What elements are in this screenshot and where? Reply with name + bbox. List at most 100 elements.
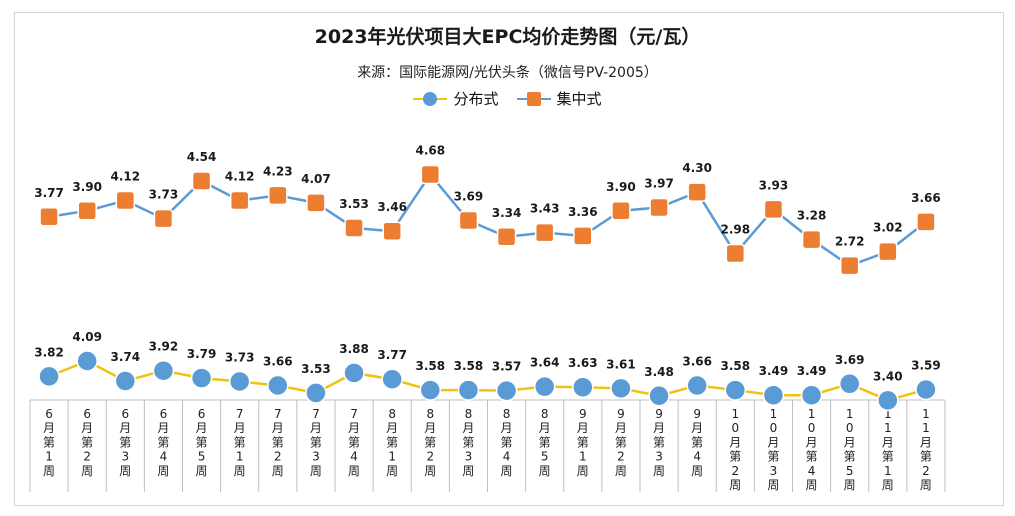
data-label-centralized: 3.69 [454, 190, 484, 204]
data-point-distributed [457, 379, 480, 401]
data-label-centralized: 3.93 [759, 178, 789, 192]
legend-item-centralized: 集中式 [516, 88, 602, 109]
data-label-centralized: 2.72 [835, 235, 865, 249]
x-tick-label: 8 月第 1 周 [386, 407, 398, 478]
data-label-distributed: 3.48 [644, 365, 674, 379]
circle-marker-icon [423, 91, 438, 106]
data-label-distributed: 3.53 [301, 362, 331, 376]
data-label-centralized: 3.36 [568, 205, 598, 219]
data-point-centralized [458, 210, 479, 231]
x-tick-label: 8 月第 3 周 [462, 407, 474, 478]
x-tick-label: 6 月第 1 周 [43, 407, 55, 478]
data-point-centralized [344, 218, 364, 238]
data-point-distributed [800, 384, 823, 406]
data-label-centralized: 3.02 [873, 221, 903, 235]
data-label-centralized: 4.12 [225, 170, 255, 184]
series-line-centralized [48, 172, 927, 268]
data-point-distributed [724, 379, 747, 401]
data-label-distributed: 3.82 [34, 345, 64, 359]
data-label-distributed: 3.66 [263, 355, 293, 369]
data-point-distributed [610, 377, 632, 400]
data-label-centralized: 3.90 [72, 180, 102, 194]
data-point-distributed [915, 378, 937, 401]
x-tick-label: 9 月第 2 周 [615, 407, 627, 478]
data-label-distributed: 3.88 [339, 342, 369, 356]
x-tick-label: 1 1 月第 1 周 [882, 407, 894, 492]
data-point-distributed [877, 389, 899, 412]
data-label-centralized: 3.66 [911, 191, 941, 205]
data-label-distributed: 3.63 [568, 356, 598, 370]
data-label-distributed: 3.74 [111, 350, 141, 364]
legend-label-distributed: 分布式 [453, 90, 499, 108]
data-label-centralized: 3.73 [149, 188, 179, 202]
data-point-centralized [763, 199, 784, 220]
data-point-centralized [268, 185, 288, 206]
data-point-centralized [573, 226, 593, 246]
data-label-distributed: 3.59 [911, 359, 941, 373]
data-point-distributed [381, 368, 403, 390]
data-label-centralized: 3.77 [34, 186, 64, 200]
data-label-distributed: 3.49 [797, 364, 827, 378]
x-tick-label: 6 月第 2 周 [81, 407, 93, 478]
data-point-centralized [878, 241, 898, 262]
data-point-centralized [191, 171, 212, 191]
data-point-centralized [420, 164, 441, 185]
x-tick-label: 1 1 月第 2 周 [920, 407, 932, 492]
data-label-distributed: 3.69 [835, 353, 865, 367]
data-point-distributed [76, 350, 98, 372]
data-label-centralized: 3.90 [606, 180, 636, 194]
chart-subtitle: 来源：国际能源网/光伏头条（微信号PV-2005） [357, 65, 658, 81]
data-point-distributed [838, 373, 861, 395]
data-label-distributed: 3.58 [416, 359, 446, 373]
chart-title: 2023年光伏项目大EPC均价走势图（元/瓦） [314, 26, 701, 48]
legend: 分布式 集中式 [0, 88, 1015, 109]
data-label-centralized: 4.68 [416, 143, 446, 157]
data-point-distributed [533, 375, 556, 398]
data-point-centralized [839, 255, 860, 276]
data-label-centralized: 3.34 [492, 206, 522, 220]
data-label-centralized: 3.53 [339, 197, 369, 211]
data-point-distributed [648, 385, 670, 407]
data-point-centralized [534, 222, 555, 243]
data-point-distributed [190, 367, 213, 389]
data-point-centralized [649, 197, 669, 218]
square-marker-icon [526, 91, 541, 106]
data-point-centralized [496, 227, 517, 247]
legend-item-distributed: 分布式 [413, 88, 499, 109]
data-label-centralized: 3.43 [530, 202, 560, 216]
data-label-distributed: 3.49 [759, 364, 789, 378]
data-label-centralized: 3.97 [644, 177, 674, 191]
data-point-distributed [343, 362, 365, 384]
data-label-centralized: 4.07 [301, 172, 331, 186]
legend-line-distributed [413, 91, 448, 107]
data-label-distributed: 3.58 [721, 359, 751, 373]
x-tick-label: 6 月第 4 周 [157, 407, 169, 478]
x-tick-label: 7 月第 1 周 [234, 407, 246, 478]
data-label-centralized: 4.23 [263, 164, 293, 178]
data-label-distributed: 3.77 [377, 348, 407, 362]
x-tick-label: 8 月第 4 周 [501, 407, 513, 478]
x-tick-label: 6 月第 3 周 [119, 407, 131, 478]
x-tick-label: 7 月第 3 周 [310, 407, 322, 478]
data-point-distributed [686, 374, 708, 397]
data-point-centralized [916, 212, 936, 232]
data-label-distributed: 4.09 [72, 330, 102, 344]
data-point-centralized [229, 190, 250, 211]
data-point-centralized [611, 201, 631, 221]
data-point-distributed [419, 379, 442, 401]
x-tick-label: 1 0 月第 4 周 [806, 407, 818, 492]
x-tick-label: 7 月第 4 周 [348, 407, 360, 478]
x-tick-label: 6 月第 5 周 [196, 407, 208, 478]
data-point-centralized [153, 208, 174, 229]
data-point-distributed [762, 384, 785, 406]
data-point-centralized [77, 201, 97, 221]
legend-line-centralized [516, 91, 551, 107]
data-label-centralized: 4.54 [187, 150, 217, 164]
data-point-centralized [382, 221, 402, 241]
data-point-distributed [38, 365, 60, 388]
data-label-centralized: 4.12 [111, 170, 141, 184]
x-tick-label: 8 月第 2 周 [424, 407, 436, 478]
data-point-distributed [114, 370, 137, 392]
data-label-distributed: 3.92 [149, 340, 179, 354]
